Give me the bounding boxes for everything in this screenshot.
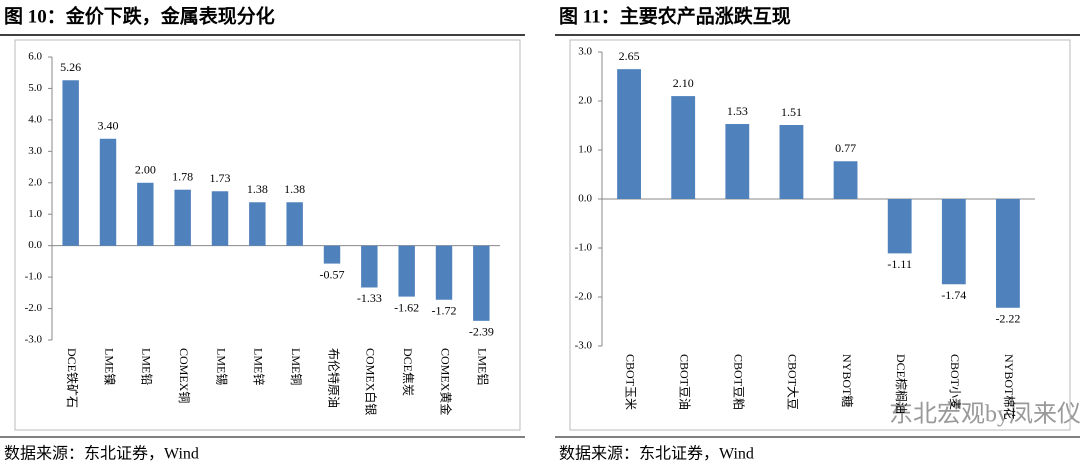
y-tick-label: 0.0 bbox=[578, 193, 592, 205]
value-label: 1.38 bbox=[247, 182, 268, 196]
y-tick-label: 3.0 bbox=[578, 46, 592, 58]
x-tick-label: CBOT大豆 bbox=[786, 354, 800, 410]
x-tick-label: CBOT玉米 bbox=[623, 354, 637, 410]
x-tick-label: LME铜 bbox=[289, 348, 304, 385]
bar bbox=[286, 202, 303, 246]
bar bbox=[398, 245, 415, 297]
y-tick-label: -3.0 bbox=[575, 340, 593, 352]
value-label: -0.57 bbox=[320, 267, 345, 281]
y-tick-label: -2.0 bbox=[575, 291, 593, 303]
bar bbox=[941, 199, 966, 285]
bar bbox=[323, 245, 341, 264]
bar bbox=[725, 124, 750, 199]
bar bbox=[473, 245, 490, 321]
bar bbox=[779, 125, 804, 199]
x-tick-label: CBOT豆粕 bbox=[732, 354, 747, 410]
x-tick-label: COMEX铜 bbox=[177, 348, 192, 403]
y-tick-label: -2.0 bbox=[25, 302, 43, 314]
y-tick-label: 2.0 bbox=[578, 95, 592, 107]
y-tick-label: 5.0 bbox=[28, 82, 42, 94]
value-label: 2.65 bbox=[619, 49, 640, 63]
y-tick-label: 3.0 bbox=[28, 145, 42, 157]
y-tick-label: 4.0 bbox=[28, 113, 42, 125]
y-tick-label: -1.0 bbox=[575, 242, 593, 254]
y-tick-label: 1.0 bbox=[28, 208, 42, 220]
value-label: 2.10 bbox=[673, 76, 694, 90]
value-label: 1.78 bbox=[172, 169, 193, 183]
x-tick-label: NYBOT棉花 bbox=[1002, 354, 1017, 419]
value-label: -1.74 bbox=[941, 288, 966, 302]
bar bbox=[435, 245, 453, 300]
value-label: 1.53 bbox=[727, 104, 748, 118]
value-label: -1.72 bbox=[432, 304, 457, 318]
value-label: -1.11 bbox=[887, 257, 912, 271]
plot-frame bbox=[569, 39, 1071, 431]
source: 数据来源：东北证券，Wind bbox=[559, 445, 754, 463]
value-label: -2.39 bbox=[469, 325, 494, 339]
bar bbox=[249, 202, 266, 246]
x-tick-label: LME铅 bbox=[140, 348, 154, 385]
value-label: -2.22 bbox=[995, 312, 1020, 326]
chart-title: 图 10：金价下跌，金属表现分化 bbox=[4, 4, 275, 27]
x-tick-label: NYBOT糖 bbox=[840, 354, 855, 407]
bar bbox=[833, 161, 858, 199]
value-label: 0.77 bbox=[835, 141, 856, 155]
x-tick-label: DCE铁矿石 bbox=[65, 348, 79, 408]
value-label: 1.73 bbox=[210, 171, 231, 185]
x-tick-label: COMEX黄金 bbox=[438, 348, 453, 415]
value-label: 3.40 bbox=[98, 119, 119, 133]
x-tick-label: DCE棕榈油 bbox=[894, 354, 909, 414]
y-tick-label: 2.0 bbox=[28, 176, 42, 188]
bar bbox=[887, 199, 912, 254]
bar bbox=[99, 138, 117, 246]
bar bbox=[671, 96, 696, 199]
bar bbox=[996, 199, 1020, 308]
x-tick-label: LME锡 bbox=[214, 348, 229, 385]
bar bbox=[137, 182, 154, 246]
bar bbox=[62, 80, 79, 246]
value-label: 1.38 bbox=[284, 182, 305, 196]
y-tick-label: 1.0 bbox=[578, 144, 592, 156]
watermark: 东北宏观by凤来仪 bbox=[889, 401, 1080, 428]
value-label: -1.62 bbox=[394, 300, 419, 314]
chart-title: 图 11：主要农产品涨跌互现 bbox=[559, 4, 791, 27]
value-label: 5.26 bbox=[60, 60, 81, 74]
bar bbox=[174, 189, 191, 246]
bar bbox=[211, 191, 229, 246]
bar bbox=[361, 245, 378, 288]
x-tick-label: CBOT小麦 bbox=[948, 354, 962, 410]
value-label: 2.00 bbox=[135, 163, 156, 177]
y-tick-label: 6.0 bbox=[28, 51, 42, 63]
x-tick-label: CBOT豆油 bbox=[677, 354, 691, 410]
y-tick-label: -1.0 bbox=[25, 271, 43, 283]
x-tick-label: 布伦特原油 bbox=[326, 348, 341, 408]
y-tick-label: 0.0 bbox=[28, 239, 42, 251]
source: 数据来源：东北证券，Wind bbox=[4, 445, 199, 463]
x-tick-label: COMEX白银 bbox=[364, 348, 379, 415]
x-tick-label: LME锌 bbox=[252, 348, 266, 385]
plot-frame bbox=[14, 39, 521, 431]
bar bbox=[617, 69, 641, 200]
value-label: -1.33 bbox=[357, 291, 382, 305]
value-label: 1.51 bbox=[781, 105, 802, 119]
y-tick-label: -3.0 bbox=[25, 334, 43, 346]
x-tick-label: LME铝 bbox=[476, 348, 491, 385]
x-tick-label: DCE焦炭 bbox=[401, 348, 415, 396]
x-tick-label: LME镍 bbox=[102, 348, 116, 385]
